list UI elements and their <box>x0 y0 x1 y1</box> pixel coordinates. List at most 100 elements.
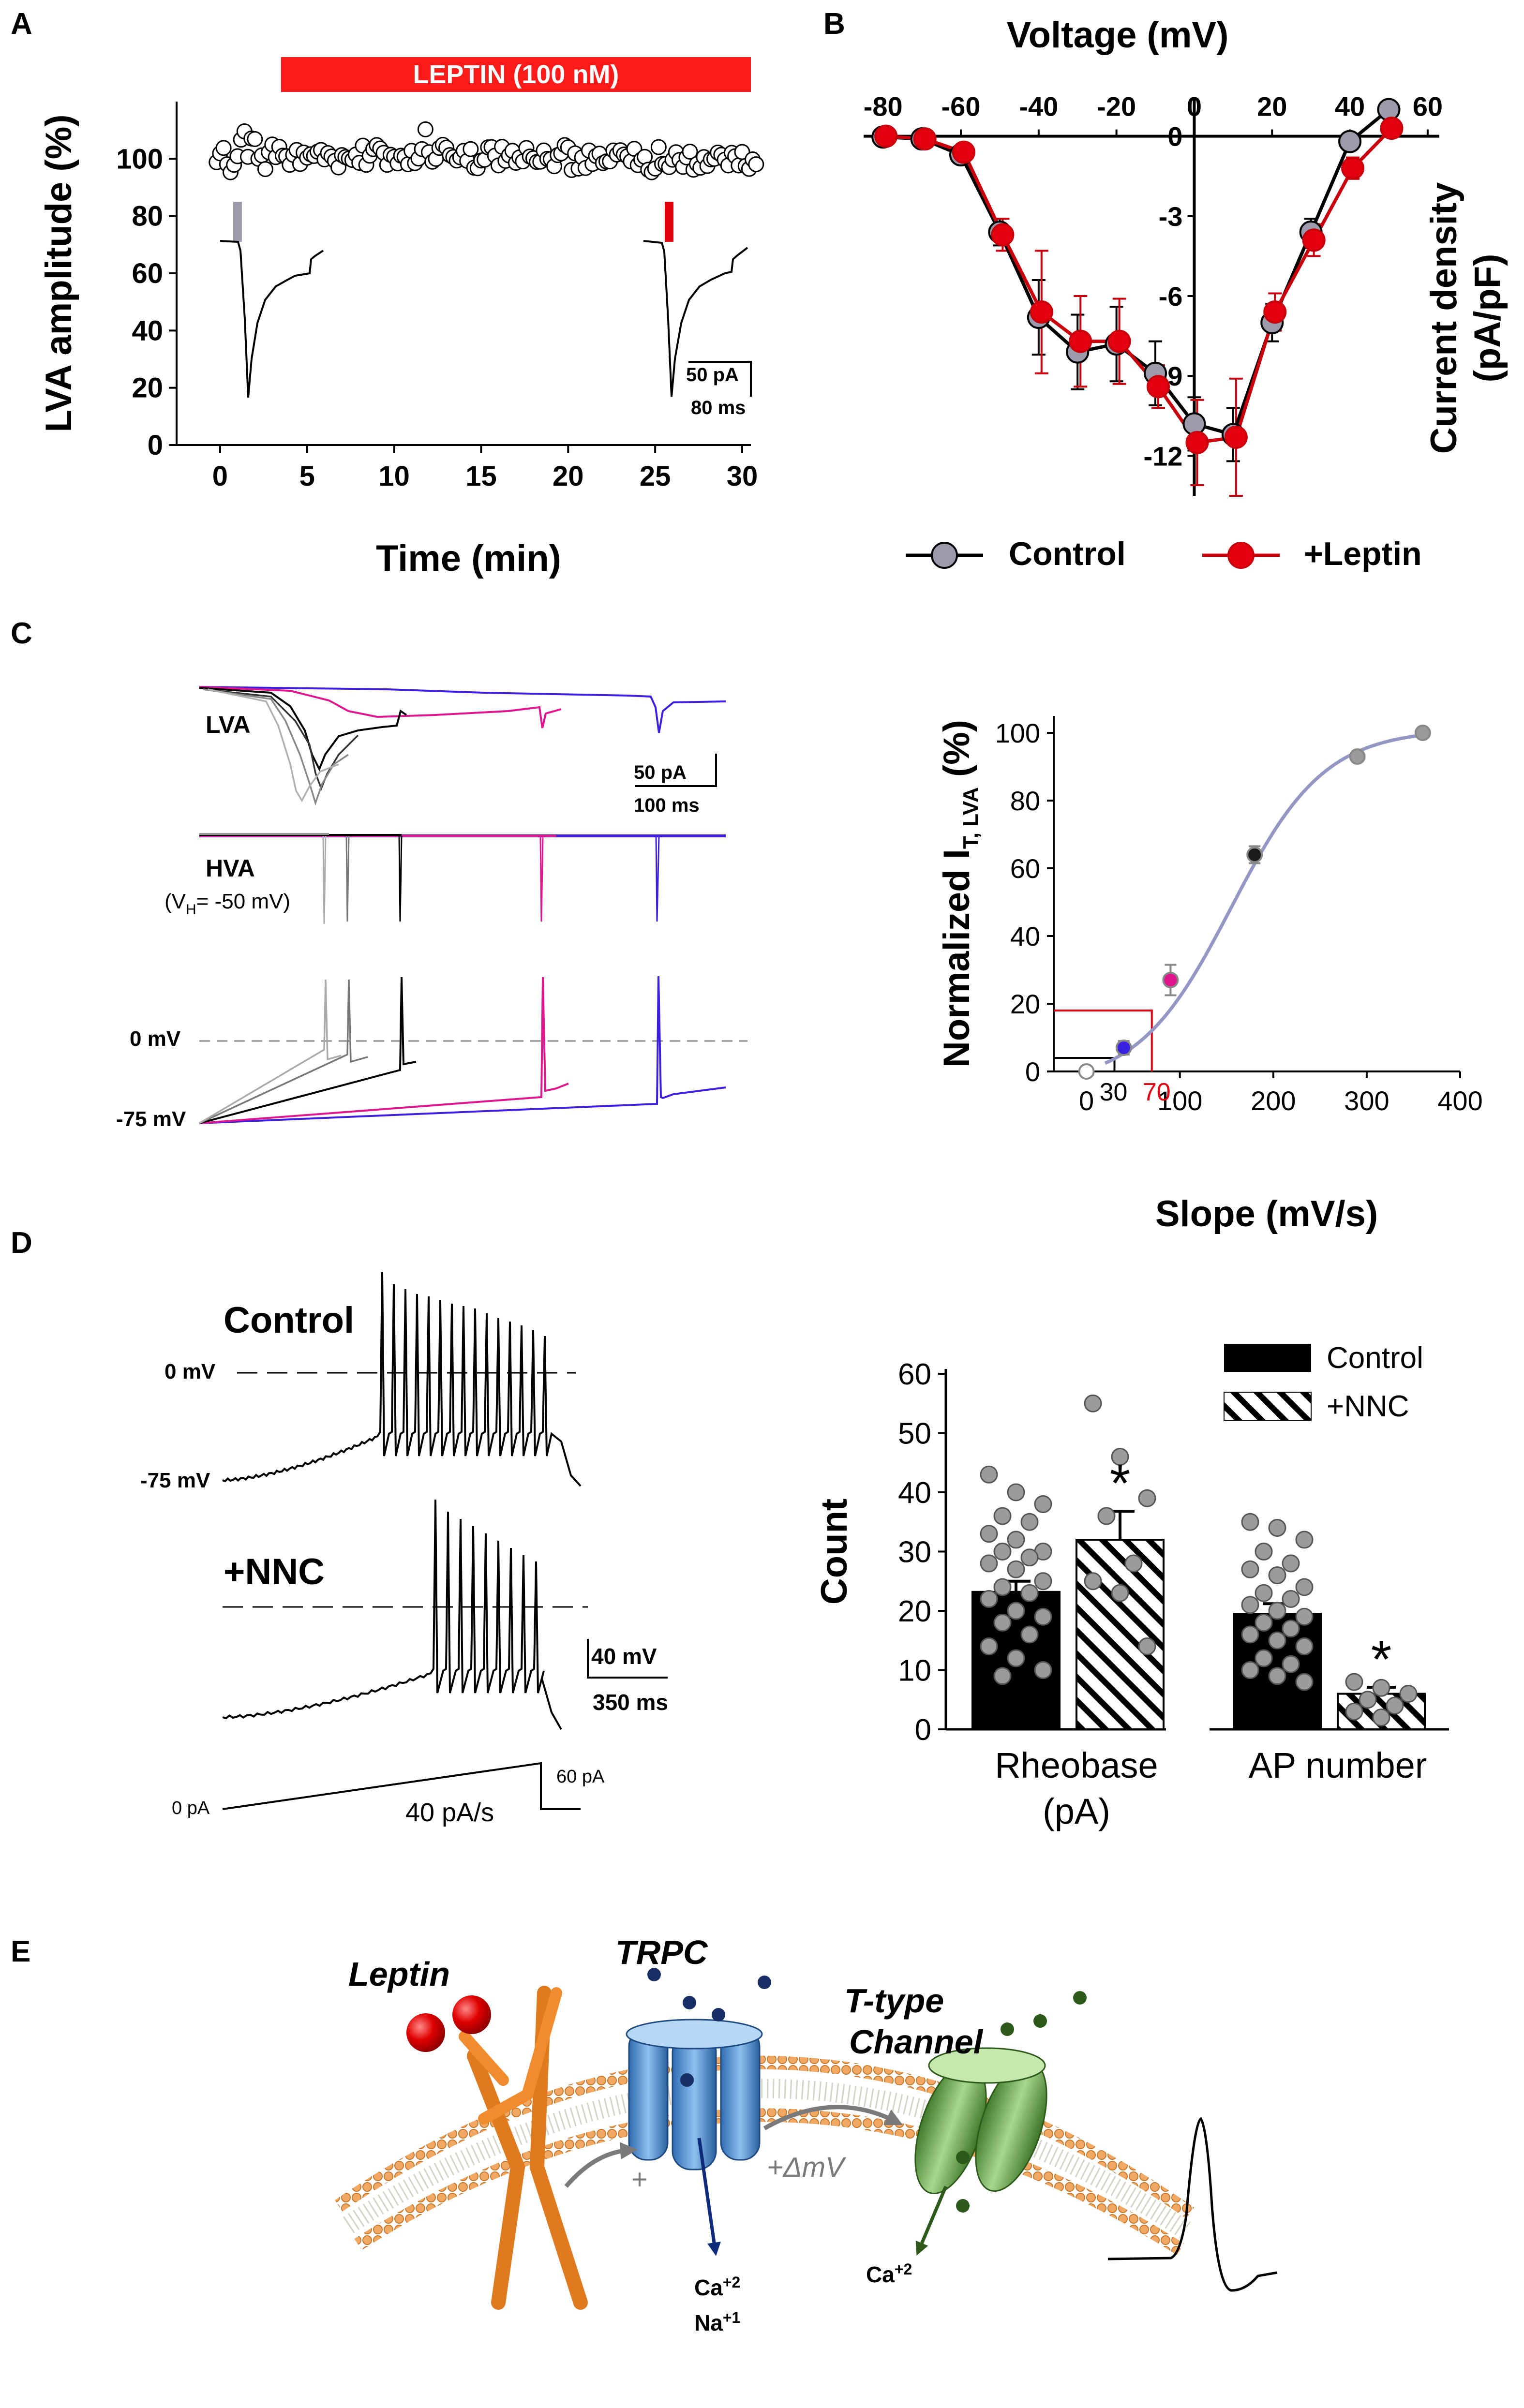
d-point <box>980 1590 998 1608</box>
leptin-molecule-2 <box>452 1995 491 2034</box>
zero-mv-label-d: 0 mV <box>164 1360 216 1383</box>
lva-trace-black-1 <box>199 687 407 772</box>
panel-a-scale-bar: 50 pA 80 ms <box>686 361 752 418</box>
panel-c-axes: 0 20 40 60 80 100 0 100 200 300 400 Slope (mV/s) Nor… <box>936 716 1483 1234</box>
d-point <box>1255 1584 1273 1602</box>
d-point <box>1268 1602 1286 1620</box>
b-ytick-label: -3 <box>1159 201 1183 232</box>
legend-control: Control <box>1009 535 1126 572</box>
b-ylabel: Current density(pA/pF) <box>1423 182 1508 454</box>
panel-a-markers <box>233 202 673 242</box>
trpc-ion-4 <box>758 1976 771 1989</box>
ramp-blue <box>199 976 726 1124</box>
c-guide-low-label: 30 <box>1100 1078 1128 1106</box>
d-point <box>1034 1607 1052 1626</box>
d-point <box>1268 1667 1286 1685</box>
a-xlabel: Time (min) <box>376 538 561 579</box>
d-significance: * <box>1371 1630 1392 1689</box>
d-point <box>1241 1560 1259 1578</box>
a-ytick-label: 0 <box>148 430 163 461</box>
c-guide-high-label: 70 <box>1143 1078 1171 1106</box>
panel-d-bars: ** <box>971 1394 1426 1731</box>
b-point <box>1107 329 1131 353</box>
a-marker <box>664 202 673 242</box>
t-type-label-1: T-type <box>844 1982 944 2020</box>
b-xtick-label: 40 <box>1335 91 1365 122</box>
leptin-bar-rect <box>281 57 751 92</box>
c-sigmoid-fit <box>1104 733 1423 1065</box>
a-ytick-label: 40 <box>132 315 163 346</box>
control-trace-label: Control <box>224 1300 354 1341</box>
c-axis-lines <box>1053 716 1460 1072</box>
d-point <box>980 1637 998 1655</box>
membrane-outer <box>335 2055 1195 2219</box>
d-point <box>1295 1578 1314 1596</box>
b-point <box>1302 228 1326 252</box>
d-point <box>1295 1673 1314 1691</box>
rest-mv-label-d: -75 mV <box>140 1469 210 1492</box>
c-ylabel-main: Normalized I <box>936 849 977 1068</box>
ramp-start-label: 0 pA <box>172 1798 210 1818</box>
a-xtick-label: 5 <box>299 461 315 492</box>
d-ytick-label: 50 <box>898 1417 931 1451</box>
ramp-black <box>199 977 417 1124</box>
panel-c-scale-bar: 50 pA 100 ms <box>634 754 717 816</box>
a-point <box>748 156 764 173</box>
d-point <box>1138 1489 1156 1507</box>
t-ion-1 <box>1001 2022 1014 2036</box>
d-point <box>1034 1495 1052 1513</box>
a-xtick-label: 0 <box>212 461 228 492</box>
a-point <box>247 131 263 148</box>
trpc-ion-1 <box>647 1968 661 1981</box>
t-ion-label-ca: Ca+2 <box>866 2260 912 2287</box>
legend-control-swatch <box>1224 1344 1311 1372</box>
d-point <box>1255 1543 1273 1561</box>
d-point <box>1007 1649 1025 1667</box>
hva-spike-grey-1 <box>322 835 327 924</box>
panel-a-chart: 0 20 40 60 80 100 0 5 10 15 20 25 30 Time (min) LVA am… <box>38 57 764 579</box>
c-point <box>1115 1040 1132 1056</box>
legend-control-label: Control <box>1327 1341 1423 1375</box>
d-point <box>1268 1566 1286 1584</box>
a-ytick-label: 80 <box>132 201 163 232</box>
leptin-receptor <box>459 1986 588 2310</box>
zero-mv-label-c: 0 mV <box>130 1027 181 1051</box>
d-category-label: (pA) <box>1043 1791 1110 1831</box>
b-point <box>1263 300 1287 324</box>
d-point <box>1295 1637 1314 1655</box>
d-point <box>1097 1507 1116 1525</box>
d-point <box>1007 1531 1025 1549</box>
lva-trace-pink <box>199 686 562 728</box>
b-series-line-1 <box>885 127 1393 445</box>
a-point <box>417 121 433 137</box>
hva-label: HVA <box>206 855 255 882</box>
rest-mv-label-c: -75 mV <box>116 1107 186 1131</box>
d-point <box>1007 1560 1025 1578</box>
b-point <box>1030 300 1053 324</box>
panel-a-points <box>209 121 764 180</box>
d-point <box>1345 1673 1363 1691</box>
d-ytick-label: 60 <box>898 1358 931 1391</box>
d-point <box>1007 1483 1025 1501</box>
panel-a-axes: 0 20 40 60 80 100 0 5 10 15 20 25 30 Time (min) LVA am… <box>38 102 758 579</box>
current-ramp <box>222 1762 581 1810</box>
d-point <box>1138 1637 1156 1655</box>
a-xtick-label: 10 <box>378 461 410 492</box>
c-xtick-label: 400 <box>1437 1085 1482 1116</box>
d-point <box>1359 1691 1377 1709</box>
b-xtick-label: -80 <box>864 91 903 122</box>
d-category-label: Rheobase <box>995 1745 1158 1785</box>
panel-d-scale-bar: 40 mV 350 ms <box>587 1639 668 1715</box>
nnc-ap-trace <box>222 1499 562 1730</box>
a-xtick-label: 15 <box>465 461 497 492</box>
b-ylabel-line2: (pA/pF) <box>1467 254 1508 383</box>
b-point <box>1341 156 1365 180</box>
d-point <box>1241 1513 1259 1531</box>
d-point <box>993 1667 1012 1685</box>
panel-d-axes: 0 10 20 30 40 50 60 Count Rheobase (pA) AP number <box>814 1358 1449 1831</box>
b-ylabel-line1: Current density <box>1423 182 1464 454</box>
d-point <box>993 1614 1012 1632</box>
panel-c-series: 30 70 <box>1054 725 1431 1106</box>
